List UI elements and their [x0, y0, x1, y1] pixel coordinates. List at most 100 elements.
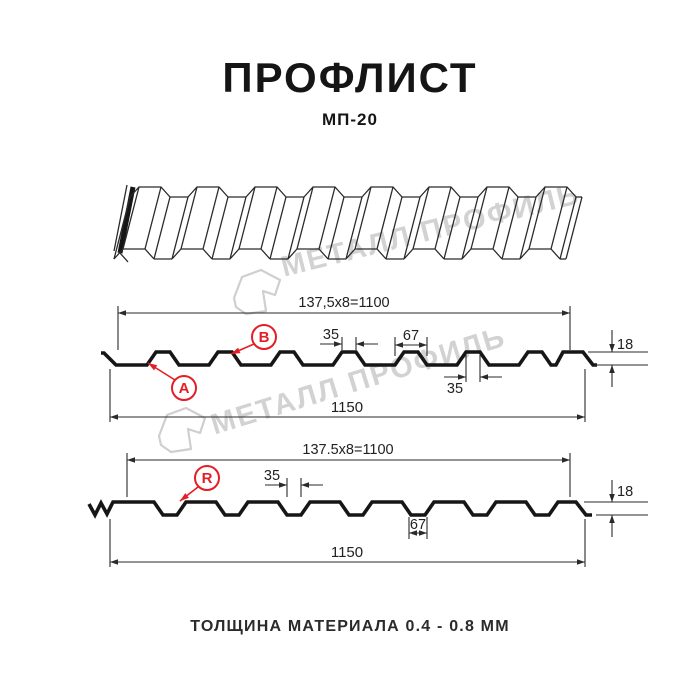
dim-total-width-bottom: 1150	[330, 544, 364, 561]
cross-section-profiles	[87, 350, 597, 519]
sheet-line	[528, 186, 546, 250]
dim-arrowhead	[458, 374, 466, 380]
sheet-line	[361, 186, 403, 198]
profile-top-outline	[101, 350, 597, 367]
dim-height-18-bottom: 18	[617, 484, 634, 500]
sheet-line	[535, 186, 577, 198]
sheet-line	[238, 186, 256, 250]
dim-arrowhead	[419, 530, 427, 536]
dim-arrowhead	[409, 530, 417, 536]
sheet-line	[269, 196, 287, 260]
sheet-line	[122, 186, 140, 250]
sheet-line	[287, 248, 329, 260]
sheet-line	[565, 196, 583, 260]
dim-arrowhead	[301, 482, 309, 488]
sheet-line	[229, 248, 271, 260]
sheet-line	[113, 184, 128, 252]
sheet-line	[461, 248, 503, 260]
sheet-line	[129, 186, 171, 198]
sheet-line	[119, 252, 129, 263]
sheet-line	[477, 186, 519, 198]
sheet-line	[559, 196, 577, 260]
dim-base-67-top: 67	[402, 328, 420, 344]
dim-arrowhead	[110, 559, 118, 565]
sheet-line	[385, 196, 403, 260]
material-thickness-note: ТОЛЩИНА МАТЕРИАЛА 0.4 - 0.8 ММ	[190, 618, 510, 635]
dim-arrowhead	[395, 342, 403, 348]
sheet-line	[492, 186, 510, 250]
sheet-line	[419, 186, 461, 198]
sheet-line	[180, 186, 198, 250]
callout-arrowhead	[148, 363, 158, 371]
sheet-line	[345, 196, 363, 260]
sheet-line	[318, 186, 336, 250]
sheet-line	[376, 186, 394, 250]
callout-r-badge: R	[194, 465, 220, 491]
page-title: ПРОФЛИСТ	[222, 54, 478, 101]
dim-crest-35-top: 35	[322, 327, 340, 343]
sheet-line	[412, 186, 430, 250]
sheet-line	[470, 186, 488, 250]
callout-b-badge: B	[251, 324, 277, 350]
perspective-sheet-drawing	[113, 184, 583, 263]
dim-arrowhead	[480, 374, 488, 380]
dim-arrowhead	[562, 457, 570, 463]
callout-a-badge: A	[171, 375, 197, 401]
dim-arrowhead	[609, 494, 615, 502]
dim-pitch-bottom: 137.5x8=1100	[302, 442, 394, 458]
sheet-edge	[117, 186, 136, 254]
sheet-line	[153, 196, 171, 260]
dim-arrowhead	[356, 341, 364, 347]
sheet-line	[403, 248, 445, 260]
sheet-line	[187, 186, 229, 198]
dim-arrowhead	[279, 482, 287, 488]
dim-crest-35-bottom: 35	[446, 381, 464, 397]
metal-profil-logo-icon	[157, 406, 207, 454]
dim-crest-35-bottom-profile: 35	[263, 468, 281, 484]
dim-arrowhead	[562, 310, 570, 316]
watermark-logos	[157, 268, 282, 454]
sheet-line	[345, 248, 387, 260]
sheet-line	[113, 196, 131, 260]
sheet-line	[519, 248, 561, 260]
dim-pitch-top: 137,5x8=1100	[298, 295, 390, 311]
dim-arrowhead	[609, 365, 615, 373]
dim-arrowhead	[577, 414, 585, 420]
dim-arrowhead	[127, 457, 135, 463]
sheet-line	[260, 186, 278, 250]
sheet-line	[354, 186, 372, 250]
dim-arrowhead	[419, 342, 427, 348]
profile-model-label: МП-20	[322, 110, 378, 129]
sheet-line	[434, 186, 452, 250]
sheet-line	[296, 186, 314, 250]
dimension-lines	[109, 306, 648, 567]
sheet-line	[113, 248, 155, 260]
sheet-line	[287, 196, 305, 260]
metal-profil-logo-icon	[232, 268, 282, 316]
dim-arrowhead	[334, 341, 342, 347]
dim-arrowhead	[110, 414, 118, 420]
callout-arrowhead	[231, 347, 241, 354]
sheet-line	[202, 186, 220, 250]
sheet-line	[245, 186, 287, 198]
sheet-line	[461, 196, 479, 260]
sheet-line	[443, 196, 461, 260]
callout-leaders	[147, 343, 255, 502]
sheet-line	[211, 196, 229, 260]
sheet-line	[519, 196, 537, 260]
sheet-line	[501, 196, 519, 260]
callout-arrowhead	[180, 493, 189, 501]
sheet-line	[171, 196, 189, 260]
dim-arrowhead	[609, 515, 615, 523]
sheet-line	[303, 186, 345, 198]
dim-arrowhead	[577, 559, 585, 565]
dim-total-width-top: 1150	[330, 399, 364, 416]
sheet-line	[171, 248, 213, 260]
sheet-line	[403, 196, 421, 260]
sheet-line	[229, 196, 247, 260]
sheet-line	[550, 186, 568, 250]
sheet-line	[144, 186, 162, 250]
profile-bottom-outline	[87, 499, 592, 519]
